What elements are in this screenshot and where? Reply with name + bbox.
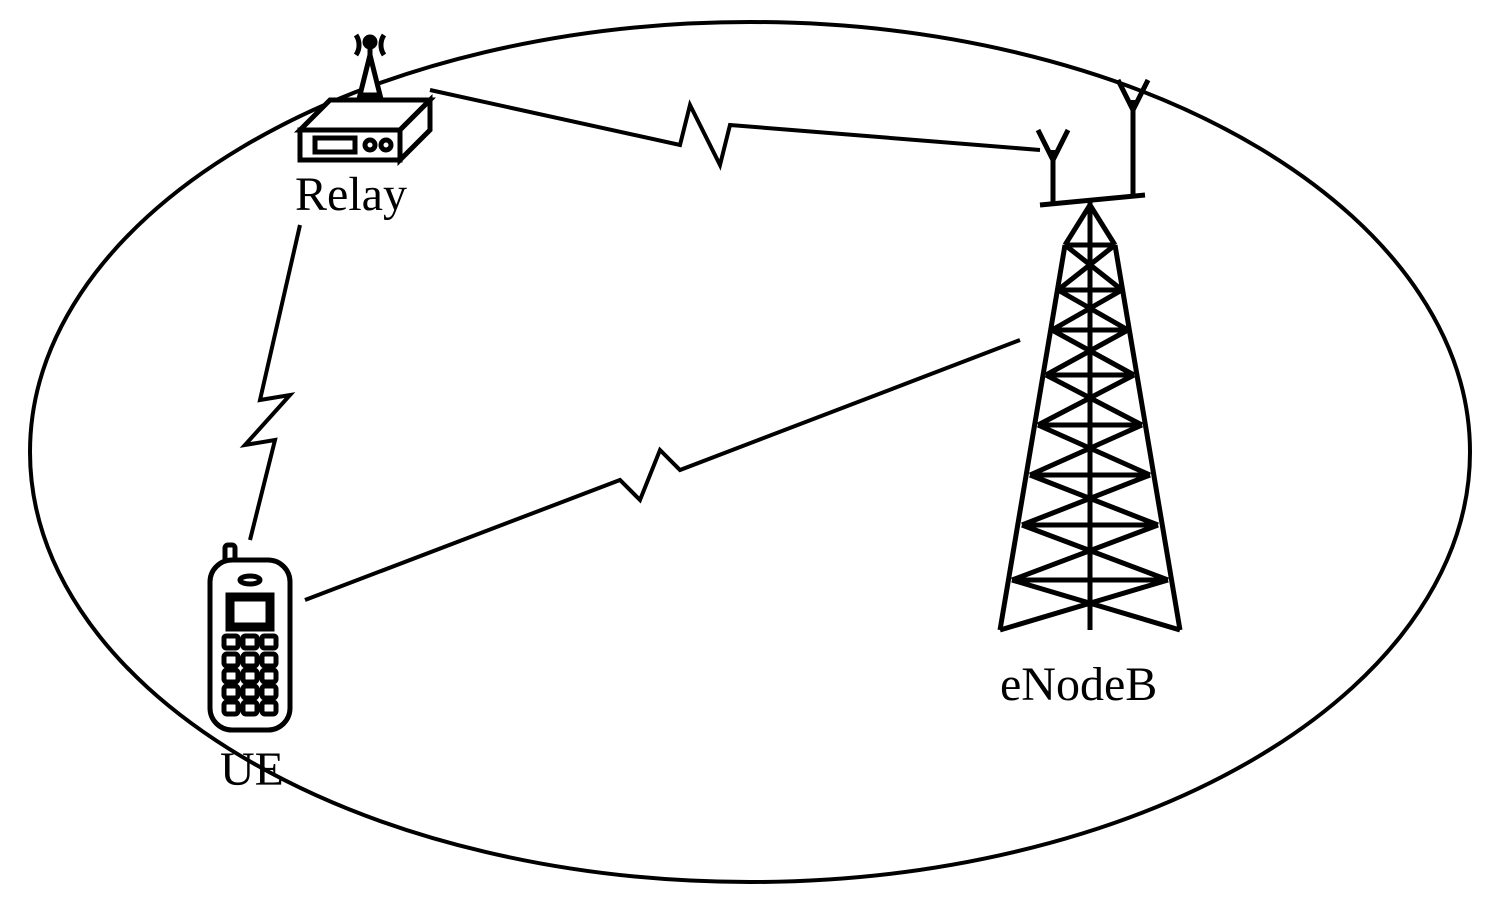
relay-device-icon — [300, 35, 430, 160]
ue-phone-icon — [210, 545, 290, 730]
link-ue-enodeb — [305, 340, 1020, 600]
relay-label: Relay — [295, 168, 407, 221]
enodeb-label: eNodeB — [1000, 658, 1157, 711]
link-relay-ue — [245, 225, 300, 540]
link-relay-enodeb — [430, 90, 1040, 165]
enodeb-tower-icon — [1000, 80, 1180, 630]
ue-label: UE — [220, 743, 284, 796]
